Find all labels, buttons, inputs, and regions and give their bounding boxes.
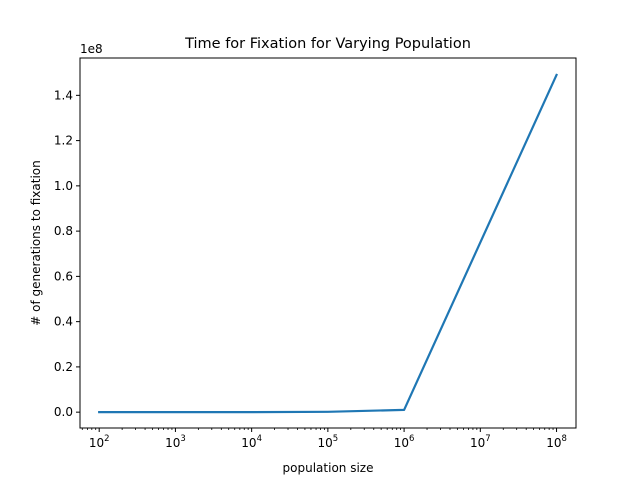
plot-area xyxy=(98,73,558,414)
y-tick-label: 0.8 xyxy=(54,224,73,238)
x-tick-label: 104 xyxy=(241,434,262,450)
series-line xyxy=(98,73,558,414)
x-tick-label: 108 xyxy=(546,434,567,450)
y-tick-label: 1.2 xyxy=(54,134,73,148)
axis-ticks: 102 103 104 105 106 107 108 0.0 0.2 0.4 0.6 0.8 1.0 1… xyxy=(54,88,567,450)
y-tick-label: 0.4 xyxy=(54,315,73,329)
x-tick-label: 103 xyxy=(165,434,186,450)
x-tick-label: 106 xyxy=(394,434,415,450)
x-tick-label: 107 xyxy=(470,434,491,450)
y-tick-label: 0.2 xyxy=(54,360,73,374)
x-tick-label: 105 xyxy=(318,434,339,450)
y-tick-label: 0.6 xyxy=(54,269,73,283)
chart-title: Time for Fixation for Varying Population xyxy=(184,36,471,52)
y-axis-offset-label: 1e8 xyxy=(80,42,103,56)
y-tick-label: 0.0 xyxy=(54,405,73,419)
x-axis-label: population size xyxy=(283,461,374,475)
y-tick-label: 1.4 xyxy=(54,88,73,102)
axes-frame xyxy=(79,57,577,429)
y-axis-label: # of generations to fixation xyxy=(29,160,43,325)
y-tick-label: 1.0 xyxy=(54,179,73,193)
x-tick-label: 102 xyxy=(89,434,110,450)
